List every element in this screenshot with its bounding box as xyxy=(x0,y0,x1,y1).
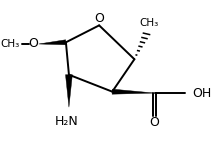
Text: OH: OH xyxy=(192,87,211,100)
Text: O: O xyxy=(150,116,159,129)
Polygon shape xyxy=(112,89,155,94)
Text: CH₃: CH₃ xyxy=(139,18,158,28)
Text: H₂N: H₂N xyxy=(55,115,79,128)
Polygon shape xyxy=(39,40,66,45)
Text: CH₃: CH₃ xyxy=(1,39,20,49)
Polygon shape xyxy=(66,75,72,107)
Text: O: O xyxy=(29,38,39,50)
Text: O: O xyxy=(94,12,104,25)
